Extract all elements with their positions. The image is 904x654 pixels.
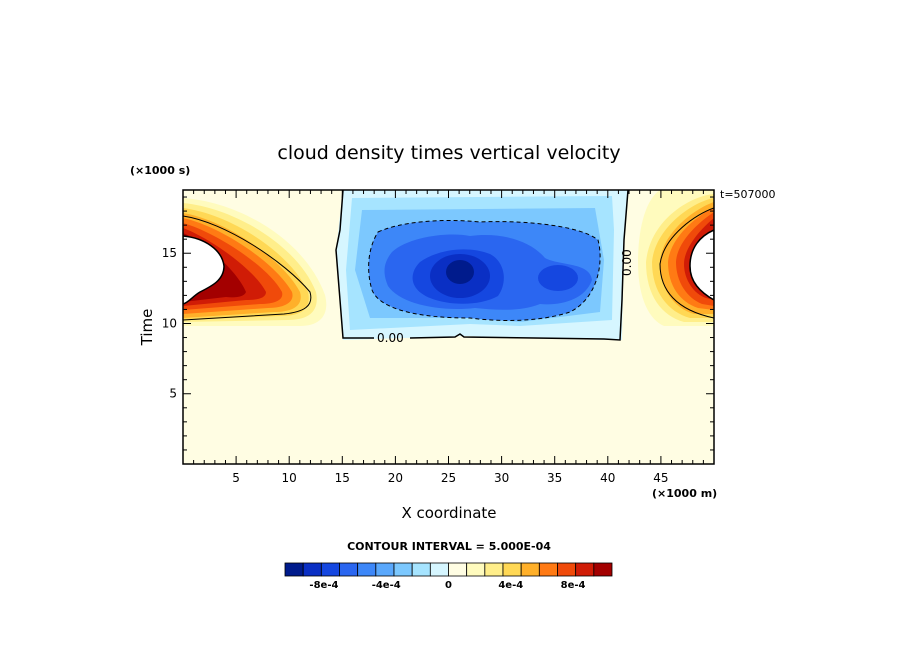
colorbar-swatch <box>375 562 395 577</box>
colorbar-swatch <box>302 562 322 577</box>
x-axis-ticks: 5 10 15 20 25 30 35 40 45 <box>193 190 704 485</box>
colorbar-tick-label: -4e-4 <box>372 580 401 591</box>
y-tick-label: 10 <box>162 316 177 330</box>
x-tick-label: 15 <box>335 471 350 485</box>
y-tick-label: 5 <box>169 387 177 401</box>
colorbar-swatch <box>484 562 504 577</box>
positive-left-cavity <box>183 235 225 305</box>
time-stamp-label: t=507000 <box>720 188 776 201</box>
zero-contour-line <box>335 190 629 341</box>
y-unit-label: (×1000 s) <box>130 164 190 177</box>
contour-interval-label: CONTOUR INTERVAL = 5.000E-04 <box>347 540 551 553</box>
plot-area <box>183 190 714 464</box>
colorbar-swatch <box>284 562 304 577</box>
colorbar-swatch <box>357 562 377 577</box>
x-tick-label: 45 <box>653 471 668 485</box>
colorbar-swatch <box>393 562 413 577</box>
colorbar-swatch <box>593 562 613 577</box>
y-axis-label: Time <box>138 309 156 347</box>
x-tick-label: 5 <box>232 471 240 485</box>
colorbar-swatch <box>502 562 522 577</box>
negative-secondary-cell <box>538 265 578 291</box>
colorbar-swatch <box>466 562 486 577</box>
axes-group: 5 10 15 20 25 30 35 40 45 5 10 15 <box>162 189 715 485</box>
negative-contour-dashed <box>368 219 601 321</box>
colorbar: -8e-4 -4e-4 0 4e-4 8e-4 <box>284 562 613 591</box>
negative-minimum-core <box>446 260 474 284</box>
x-tick-label: 20 <box>388 471 403 485</box>
x-tick-label: 25 <box>441 471 456 485</box>
colorbar-swatch <box>557 562 577 577</box>
zero-contour-label-right: 0.00 <box>620 249 634 276</box>
colorbar-tick-label: 4e-4 <box>498 580 523 591</box>
x-unit-label: (×1000 m) <box>652 487 717 500</box>
positive-right-cavity <box>689 229 714 301</box>
x-tick-label: 30 <box>494 471 509 485</box>
x-tick-label: 35 <box>547 471 562 485</box>
positive-left-contour <box>183 215 312 321</box>
colorbar-swatch <box>411 562 431 577</box>
colorbar-swatch <box>538 562 558 577</box>
colorbar-swatch <box>320 562 340 577</box>
positive-right-contour <box>659 207 714 319</box>
y-tick-label: 15 <box>162 246 177 260</box>
colorbar-swatch <box>448 562 468 577</box>
colorbar-tick-label: -8e-4 <box>309 580 338 591</box>
x-tick-label: 40 <box>600 471 615 485</box>
colorbar-tick-label: 0 <box>445 580 452 591</box>
y-axis-ticks: 5 10 15 <box>162 196 714 451</box>
x-axis-label: X coordinate <box>401 504 496 522</box>
chart-title: cloud density times vertical velocity <box>277 142 620 164</box>
colorbar-tick-label: 8e-4 <box>561 580 586 591</box>
colorbar-swatch <box>520 562 540 577</box>
colorbar-swatch <box>575 562 595 577</box>
zero-contour-label-bottom: 0.00 <box>377 331 404 345</box>
colorbar-swatch <box>339 562 359 577</box>
x-tick-label: 10 <box>282 471 297 485</box>
colorbar-swatch <box>429 562 449 577</box>
